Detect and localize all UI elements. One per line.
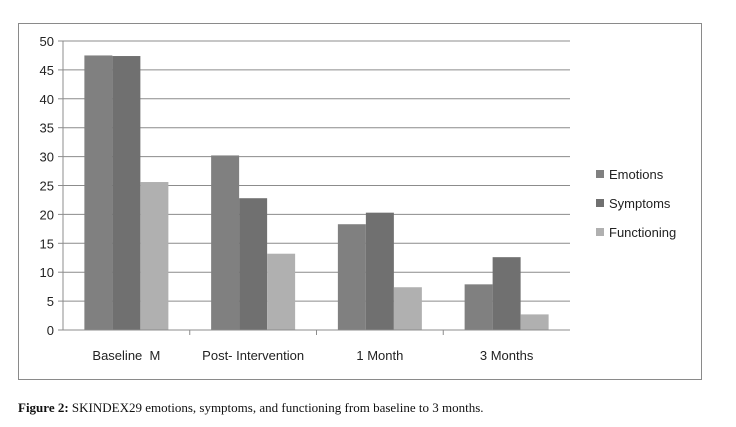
legend-swatch-symptoms — [596, 199, 604, 207]
x-category-label: Post- Intervention — [202, 348, 304, 363]
y-tick-label: 10 — [40, 265, 54, 280]
bar-emotions-1 — [211, 155, 240, 330]
bar-symptoms-2 — [365, 212, 394, 330]
bar-functioning-1 — [267, 253, 296, 330]
legend: Emotions Symptoms Functioning — [596, 167, 676, 240]
bar-chart: 0 5 10 15 20 25 30 35 40 45 50 Baseline M Post- Int… — [40, 34, 677, 363]
y-tick-label: 25 — [40, 179, 54, 194]
legend-label-emotions: Emotions — [609, 167, 664, 182]
bars — [84, 55, 549, 330]
bar-symptoms-0 — [112, 56, 141, 330]
y-tick-label: 50 — [40, 34, 54, 49]
y-tick-label: 40 — [40, 92, 54, 107]
bar-symptoms-3 — [492, 257, 521, 330]
x-axis-category-labels: Baseline M Post- Intervention 1 Month 3 Mon… — [92, 348, 533, 363]
bar-functioning-0 — [140, 182, 169, 330]
y-tick-label: 30 — [40, 150, 54, 165]
figure-caption-text: SKINDEX29 emotions, symptoms, and functi… — [68, 400, 484, 415]
bar-functioning-3 — [520, 314, 549, 330]
legend-label-symptoms: Symptoms — [609, 196, 671, 211]
y-tick-label: 15 — [40, 236, 54, 251]
bar-functioning-2 — [393, 287, 422, 330]
figure-caption: Figure 2: SKINDEX29 emotions, symptoms, … — [18, 400, 718, 416]
bar-symptoms-1 — [239, 198, 268, 330]
bar-emotions-0 — [84, 55, 113, 330]
x-category-label: Baseline M — [92, 348, 160, 363]
legend-swatch-functioning — [596, 228, 604, 236]
chart-frame: 0 5 10 15 20 25 30 35 40 45 50 Baseline M Post- Int… — [18, 23, 702, 380]
y-tick-label: 0 — [47, 323, 54, 338]
legend-swatch-emotions — [596, 170, 604, 178]
y-tick-label: 20 — [40, 207, 54, 222]
legend-label-functioning: Functioning — [609, 225, 676, 240]
bar-emotions-2 — [337, 224, 366, 330]
y-axis-tick-labels: 0 5 10 15 20 25 30 35 40 45 50 — [40, 34, 54, 338]
x-category-label: 3 Months — [480, 348, 534, 363]
x-category-label: 1 Month — [356, 348, 403, 363]
y-tick-label: 45 — [40, 63, 54, 78]
bar-emotions-3 — [464, 284, 493, 330]
y-tick-label: 35 — [40, 121, 54, 136]
axes — [62, 41, 570, 335]
figure-caption-label: Figure 2: — [18, 400, 69, 415]
y-tick-label: 5 — [47, 294, 54, 309]
